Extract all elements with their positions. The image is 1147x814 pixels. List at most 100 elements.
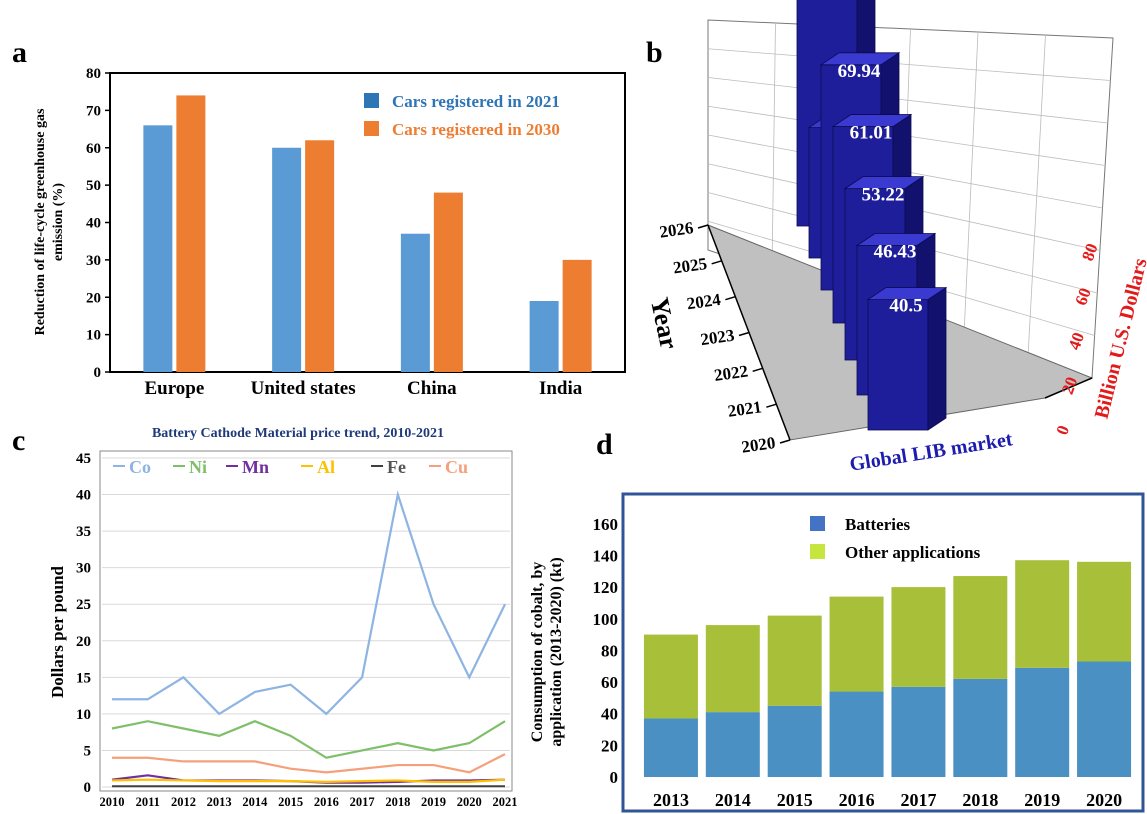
- chart-a-bar: [400, 233, 430, 372]
- chart-a-legend-swatch-2030: [364, 121, 379, 136]
- chart-d-category-label: 2013: [653, 790, 689, 810]
- chart-b-year-tick-label: 2024: [686, 290, 723, 314]
- chart-b-value-axis: [1044, 377, 1093, 399]
- chart-c-xtick-label: 2018: [385, 795, 410, 809]
- chart-d-bar-segment: [705, 712, 760, 777]
- chart-c-xtick-label: 2010: [100, 795, 125, 809]
- chart-a-ytick-label: 40: [86, 216, 101, 232]
- chart-c-frame: [99, 450, 513, 792]
- chart-d-bar-segment: [705, 625, 760, 713]
- chart-c-legend-label: Ni: [189, 457, 207, 477]
- chart-b-year-tick-label: 2023: [699, 326, 735, 350]
- chart-c-lines: [111, 490, 506, 788]
- chart-a-x-ticks: Europe United states China India: [144, 378, 582, 399]
- chart-b-z-ticks: 0 20 40 60 80: [1052, 241, 1101, 437]
- chart-a-bar: [143, 125, 173, 372]
- chart-b-bar-top: [819, 52, 901, 66]
- chart-b-bar-front: [867, 299, 929, 431]
- chart-a-ytick-label: 60: [86, 141, 101, 157]
- chart-b-bar-top: [855, 233, 937, 246]
- chart-d-ytick-label: 160: [593, 515, 619, 534]
- chart-a-category-label: India: [539, 378, 583, 399]
- chart-d-category-label: 2020: [1086, 790, 1122, 810]
- chart-d-bar-segment: [953, 576, 1008, 679]
- chart-b-year-tick-mark: [738, 331, 750, 337]
- chart-d-legend-swatch-batteries: [810, 516, 825, 531]
- chart-c-ytick-label: 35: [76, 524, 91, 540]
- chart-b-z-tick-label: 20: [1058, 374, 1082, 396]
- chart-a-ylabel-line2: emission (%): [51, 183, 66, 262]
- chart-a-legend-swatch-2021: [364, 93, 379, 108]
- chart-b-year-tick-mark: [725, 295, 736, 301]
- chart-a-y-ticks: 0 10 20 30 40 50 60 70 80: [86, 66, 110, 381]
- chart-c-legend-label: Cu: [445, 457, 468, 477]
- chart-b-bar-top: [866, 287, 948, 300]
- chart-c-xtick-label: 2011: [136, 795, 160, 809]
- chart-d-x-ticks: 2013 2014 2015 2016 2017 2018 2019 2020: [653, 790, 1122, 810]
- chart-b-z-tick-label: 80: [1078, 241, 1102, 263]
- chart-a-ytick-label: 0: [94, 365, 102, 381]
- chart-a-category-label: Europe: [144, 378, 204, 399]
- chart-a-category-label: China: [407, 378, 457, 399]
- chart-a-ytick-label: 80: [86, 66, 101, 82]
- chart-b-year-tick-label: 2025: [672, 254, 708, 278]
- chart-b-year-tick-mark: [711, 260, 722, 265]
- chart-d-frame: [621, 492, 1145, 813]
- chart-b-year-tick-label: 2021: [727, 397, 763, 421]
- chart-d-bar-segment: [953, 678, 1008, 777]
- chart-b-year-tick-label: 2026: [658, 218, 694, 242]
- chart-c-legend-label: Co: [129, 457, 151, 477]
- panel-label-a: a: [12, 36, 27, 69]
- chart-c-legend: Co Ni Mn Al Fe Cu: [113, 457, 468, 477]
- chart-d-bar-segment: [643, 718, 698, 777]
- chart-b-z-tick-label: 0: [1052, 423, 1073, 437]
- chart-d-bars: [643, 560, 1132, 777]
- chart-a-bar: [305, 140, 335, 372]
- panel-label-b: b: [646, 36, 663, 69]
- chart-c-legend-label: Fe: [387, 457, 406, 477]
- chart-b-gridline: [963, 31, 979, 336]
- chart-c-ytick-label: 0: [84, 780, 92, 796]
- chart-b-year-tick-mark: [766, 403, 777, 408]
- chart-d-ytick-label: 140: [593, 546, 619, 565]
- chart-d-bar-segment: [891, 686, 946, 777]
- chart-d-category-label: 2017: [900, 790, 936, 810]
- chart-d-bar-segment: [767, 705, 822, 777]
- chart-b-z-tick-label: 60: [1071, 285, 1095, 307]
- chart-c-xtick-label: 2012: [171, 795, 196, 809]
- chart-d-bar-segment: [767, 615, 822, 706]
- chart-d-category-label: 2018: [962, 790, 998, 810]
- chart-a-ytick-label: 50: [86, 178, 101, 194]
- chart-d-bar-segment: [829, 691, 884, 777]
- chart-a-ytick-label: 10: [86, 328, 101, 344]
- chart-a-bar: [433, 192, 463, 372]
- chart-b-bar-side: [927, 286, 947, 431]
- chart-c-legend-label: Mn: [242, 457, 269, 477]
- chart-c-xtick-label: 2014: [242, 795, 268, 809]
- chart-d-y-ticks: 0 20 40 60 80 100 120 140 160: [593, 515, 619, 787]
- chart-a-legend-label-2030: Cars registered in 2030: [392, 120, 560, 139]
- chart-c-series-line: [111, 778, 506, 783]
- chart-d-bar-segment: [643, 634, 698, 719]
- chart-a-bar: [272, 147, 302, 372]
- chart-b-gridline: [1027, 34, 1046, 357]
- chart-d-ytick-label: 0: [610, 768, 619, 787]
- chart-d-bar-segment: [1015, 560, 1070, 668]
- chart-d-bar-segment: [1015, 667, 1070, 777]
- chart-d-ytick-label: 120: [593, 578, 619, 597]
- chart-d-ytick-label: 80: [601, 641, 618, 660]
- chart-c-xtick-label: 2019: [421, 795, 446, 809]
- chart-a-legend-label-2021: Cars registered in 2021: [392, 92, 560, 111]
- chart-b-z-tick-label: 40: [1064, 330, 1088, 352]
- chart-a-ytick-label: 30: [86, 253, 101, 269]
- chart-a-category-label: United states: [251, 378, 356, 399]
- chart-c-ytick-label: 40: [76, 488, 91, 504]
- chart-c-ytick-label: 15: [76, 670, 91, 686]
- chart-a-ytick-label: 70: [86, 103, 101, 119]
- chart-b-year-tick-mark: [779, 439, 791, 444]
- chart-c-ytick-label: 45: [76, 451, 91, 467]
- chart-b-data-label: 69.94: [838, 61, 881, 82]
